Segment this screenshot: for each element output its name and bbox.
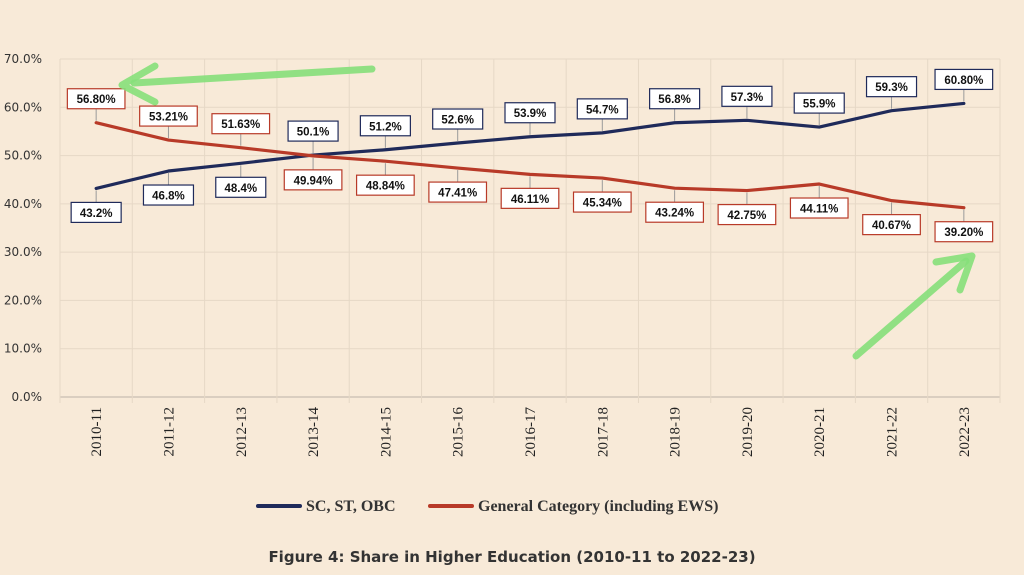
- data-label-box: [645, 201, 705, 223]
- data-label: 48.4%: [224, 183, 257, 195]
- data-label-box: [432, 108, 484, 130]
- legend-label-2: General Category (including EWS): [478, 498, 718, 515]
- x-tick-label: 2013-14: [306, 407, 322, 457]
- data-label-box: [359, 115, 411, 137]
- y-tick-label: 10.0%: [4, 342, 42, 356]
- data-label: 56.80%: [77, 94, 116, 106]
- data-label-box: [934, 221, 994, 243]
- y-tick-label: 20.0%: [4, 293, 42, 307]
- data-label-box: [789, 197, 849, 219]
- data-label: 46.11%: [511, 194, 549, 206]
- series-line-1: [94, 101, 966, 191]
- data-label-box: [355, 174, 415, 196]
- data-label-box: [215, 176, 267, 198]
- data-label-box: [576, 98, 628, 120]
- legend: SC, ST, OBC General Category (including E…: [256, 498, 718, 515]
- data-label: 53.21%: [149, 112, 188, 124]
- data-label: 55.9%: [803, 99, 836, 111]
- data-label-box: [934, 68, 994, 91]
- data-label-box: [142, 184, 195, 206]
- arrow-head-left: [118, 62, 159, 106]
- data-label-box: [865, 76, 918, 98]
- data-label: 51.63%: [221, 119, 260, 131]
- arrow-shaft-left: [130, 65, 376, 87]
- data-label-box: [649, 88, 701, 110]
- data-label-box: [428, 181, 488, 203]
- line-chart: 0.0%10.0%20.0%30.0%40.0%50.0%60.0%70.0% …: [4, 52, 1001, 515]
- y-tick-label: 60.0%: [4, 100, 42, 114]
- data-label-box: [504, 102, 556, 124]
- y-tick-label: 70.0%: [4, 52, 42, 66]
- series-lines: [94, 101, 966, 210]
- data-label: 45.34%: [583, 198, 622, 210]
- y-tick-label: 30.0%: [4, 245, 42, 259]
- data-label-box: [66, 88, 126, 110]
- data-label: 48.84%: [366, 181, 405, 193]
- data-label-box: [211, 113, 271, 135]
- x-tick-label: 2021-22: [885, 407, 901, 457]
- x-tick-label: 2018-19: [668, 407, 684, 457]
- data-label-box: [70, 201, 122, 224]
- data-label: 53.9%: [514, 108, 547, 120]
- y-tick-label: 40.0%: [4, 197, 42, 211]
- x-tick-label: 2015-16: [451, 407, 467, 457]
- data-label: 54.7%: [586, 104, 619, 116]
- data-label: 49.94%: [294, 175, 333, 187]
- annotation-arrows: [118, 62, 976, 360]
- data-label: 39.20%: [944, 227, 983, 239]
- data-label: 40.67%: [872, 220, 911, 232]
- x-tick-label: 2014-15: [378, 407, 394, 457]
- data-label-box: [862, 214, 921, 236]
- data-label: 59.3%: [875, 82, 908, 94]
- x-axis-ticks: 2010-11 2011-12 2012-13 2013-14 2014-15 2015-…: [89, 407, 973, 457]
- x-tick-label: 2019-20: [740, 407, 756, 457]
- data-label-box: [572, 191, 632, 213]
- data-label: 42.75%: [727, 210, 766, 222]
- legend-label-1: SC, ST, OBC: [306, 498, 396, 515]
- data-label: 60.80%: [944, 75, 983, 87]
- data-label: 52.6%: [441, 115, 474, 127]
- data-label-box: [500, 187, 560, 209]
- y-tick-label: 50.0%: [4, 149, 42, 163]
- arrow-head-right: [932, 252, 976, 294]
- figure-caption: Figure 4: Share in Higher Education (201…: [268, 548, 756, 566]
- data-label: 51.2%: [369, 121, 402, 133]
- data-label: 44.11%: [800, 204, 838, 216]
- data-labels: 43.2% 46.8% 48.4% 50.1% 51.2% 52.6% 53.9% 54.7%…: [66, 68, 994, 243]
- x-tick-label: 2011-12: [161, 407, 177, 456]
- data-label-box: [721, 85, 773, 107]
- y-axis-ticks: 0.0% 10.0% 20.0% 30.0% 40.0% 50.0% 60.0% 70.0%: [4, 52, 42, 404]
- arrow-shaft-right: [852, 257, 970, 360]
- data-label: 57.3%: [731, 92, 764, 104]
- x-tick-label: 2022-23: [957, 407, 973, 457]
- y-tick-label: 0.0%: [12, 390, 43, 404]
- x-tick-label: 2020-21: [812, 407, 828, 457]
- data-label: 43.2%: [80, 208, 113, 220]
- data-label-box: [287, 120, 339, 142]
- data-label-box: [283, 169, 343, 191]
- data-label-box: [717, 203, 777, 226]
- x-tick-label: 2010-11: [89, 407, 105, 456]
- data-label-box: [139, 105, 198, 127]
- x-tick-label: 2016-17: [523, 407, 539, 457]
- data-label: 43.24%: [655, 208, 694, 220]
- x-tick-label: 2017-18: [595, 407, 611, 457]
- series-line-2: [94, 121, 966, 210]
- data-label-box: [793, 92, 845, 114]
- data-label: 56.8%: [658, 94, 691, 106]
- x-tick-label: 2012-13: [234, 407, 250, 457]
- data-label: 50.1%: [297, 127, 330, 139]
- data-label: 46.8%: [152, 191, 185, 203]
- data-label: 47.41%: [438, 188, 477, 200]
